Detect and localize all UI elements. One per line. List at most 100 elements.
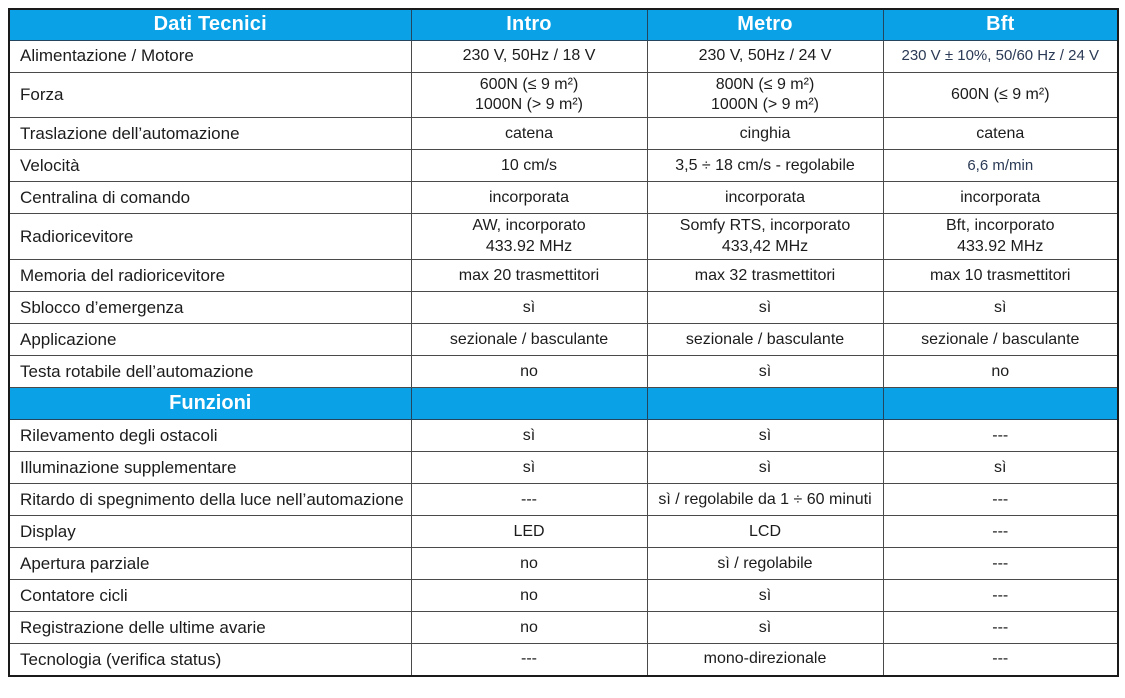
cell-metro: sì <box>646 419 884 453</box>
row-label: Traslazione dell’automazione <box>8 117 412 151</box>
cell-metro: incorporata <box>646 181 884 215</box>
header-col-intro: Intro <box>410 8 648 41</box>
row-label: Tecnologia (verifica status) <box>8 643 412 677</box>
technical-data-table: Dati Tecnici Intro Metro Bft Alimentazio… <box>8 8 1119 677</box>
cell-intro: max 20 trasmettitori <box>410 259 648 293</box>
cell-metro: mono-direzionale <box>646 643 884 677</box>
cell-intro: incorporata <box>410 181 648 215</box>
row-label: Radioricevitore <box>8 213 412 261</box>
table-row: Registrazione delle ultime avarie no sì --- <box>8 611 1119 645</box>
cell-intro: AW, incorporato 433.92 MHz <box>410 213 648 261</box>
cell-metro: 3,5 ÷ 18 cm/s - regolabile <box>646 149 884 183</box>
table-row: Contatore cicli no sì --- <box>8 579 1119 613</box>
row-label: Sblocco d’emergenza <box>8 291 412 325</box>
section-header-row: Funzioni <box>8 387 1119 421</box>
row-label: Contatore cicli <box>8 579 412 613</box>
section-header-empty-cell <box>882 387 1119 421</box>
cell-intro: no <box>410 579 648 613</box>
row-label: Testa rotabile dell’automazione <box>8 355 412 389</box>
cell-intro: 10 cm/s <box>410 149 648 183</box>
cell-metro: sezionale / basculante <box>646 323 884 357</box>
table-header-row: Dati Tecnici Intro Metro Bft <box>8 8 1119 41</box>
cell-intro: no <box>410 611 648 645</box>
cell-intro: sezionale / basculante <box>410 323 648 357</box>
row-label: Apertura parziale <box>8 547 412 581</box>
cell-bft: 230 V ± 10%, 50/60 Hz / 24 V <box>882 39 1119 73</box>
cell-intro: --- <box>410 483 648 517</box>
cell-bft: sì <box>882 451 1119 485</box>
header-dati-tecnici: Dati Tecnici <box>8 8 412 41</box>
table-row: Velocità 10 cm/s 3,5 ÷ 18 cm/s - regolabil… <box>8 149 1119 183</box>
table-row: Centralina di comando incorporata incorpor… <box>8 181 1119 215</box>
cell-metro: max 32 trasmettitori <box>646 259 884 293</box>
cell-intro: sì <box>410 291 648 325</box>
cell-metro: Somfy RTS, incorporato 433,42 MHz <box>646 213 884 261</box>
cell-bft: --- <box>882 643 1119 677</box>
cell-intro: LED <box>410 515 648 549</box>
section-header-empty-cell <box>646 387 884 421</box>
header-col-bft: Bft <box>882 8 1119 41</box>
table-row: Display LED LCD --- <box>8 515 1119 549</box>
row-label: Ritardo di spegnimento della luce nell’a… <box>8 483 412 517</box>
table-row: Ritardo di spegnimento della luce nell’a… <box>8 483 1119 517</box>
cell-metro: sì / regolabile <box>646 547 884 581</box>
cell-bft: --- <box>882 419 1119 453</box>
table-row: Radioricevitore AW, incorporato 433.92 MH… <box>8 213 1119 261</box>
cell-metro: LCD <box>646 515 884 549</box>
cell-intro: sì <box>410 419 648 453</box>
cell-bft: 600N (≤ 9 m²) <box>882 71 1119 119</box>
cell-bft: --- <box>882 515 1119 549</box>
cell-metro: sì <box>646 611 884 645</box>
row-label: Display <box>8 515 412 549</box>
row-label: Registrazione delle ultime avarie <box>8 611 412 645</box>
row-label: Forza <box>8 71 412 119</box>
cell-intro: 600N (≤ 9 m²) 1000N (> 9 m²) <box>410 71 648 119</box>
row-label: Applicazione <box>8 323 412 357</box>
cell-bft: Bft, incorporato 433.92 MHz <box>882 213 1119 261</box>
cell-intro: catena <box>410 117 648 151</box>
cell-metro: sì / regolabile da 1 ÷ 60 minuti <box>646 483 884 517</box>
cell-bft: sì <box>882 291 1119 325</box>
cell-intro: --- <box>410 643 648 677</box>
table-body: Alimentazione / Motore 230 V, 50Hz / 18 V… <box>8 39 1119 677</box>
table-row: Rilevamento degli ostacoli sì sì --- <box>8 419 1119 453</box>
header-col-metro: Metro <box>646 8 884 41</box>
table-row: Tecnologia (verifica status) --- mono-dire… <box>8 643 1119 677</box>
cell-intro: 230 V, 50Hz / 18 V <box>410 39 648 73</box>
cell-bft: sezionale / basculante <box>882 323 1119 357</box>
table-row: Memoria del radioricevitore max 20 trasme… <box>8 259 1119 293</box>
cell-intro: no <box>410 355 648 389</box>
table-row: Applicazione sezionale / basculante sezion… <box>8 323 1119 357</box>
table-row: Apertura parziale no sì / regolabile --- <box>8 547 1119 581</box>
table-row: Traslazione dell’automazione catena cinghi… <box>8 117 1119 151</box>
row-label: Centralina di comando <box>8 181 412 215</box>
table-row: Forza 600N (≤ 9 m²) 1000N (> 9 m²) 800N (≤… <box>8 71 1119 119</box>
cell-bft: no <box>882 355 1119 389</box>
cell-metro: cinghia <box>646 117 884 151</box>
cell-metro: sì <box>646 579 884 613</box>
cell-metro: sì <box>646 291 884 325</box>
cell-bft: --- <box>882 547 1119 581</box>
row-label: Memoria del radioricevitore <box>8 259 412 293</box>
row-label: Velocità <box>8 149 412 183</box>
cell-bft: 6,6 m/min <box>882 149 1119 183</box>
section-header-empty-cell <box>410 387 648 421</box>
table-row: Alimentazione / Motore 230 V, 50Hz / 18 V… <box>8 39 1119 73</box>
cell-intro: no <box>410 547 648 581</box>
cell-bft: incorporata <box>882 181 1119 215</box>
section-title-funzioni: Funzioni <box>8 387 412 421</box>
cell-bft: max 10 trasmettitori <box>882 259 1119 293</box>
table-row: Sblocco d’emergenza sì sì sì <box>8 291 1119 325</box>
cell-bft: --- <box>882 579 1119 613</box>
table-row: Testa rotabile dell’automazione no sì no <box>8 355 1119 389</box>
cell-metro: sì <box>646 451 884 485</box>
cell-bft: catena <box>882 117 1119 151</box>
cell-metro: 800N (≤ 9 m²) 1000N (> 9 m²) <box>646 71 884 119</box>
cell-intro: sì <box>410 451 648 485</box>
table-row: Illuminazione supplementare sì sì sì <box>8 451 1119 485</box>
row-label: Illuminazione supplementare <box>8 451 412 485</box>
cell-metro: 230 V, 50Hz / 24 V <box>646 39 884 73</box>
row-label: Rilevamento degli ostacoli <box>8 419 412 453</box>
row-label: Alimentazione / Motore <box>8 39 412 73</box>
